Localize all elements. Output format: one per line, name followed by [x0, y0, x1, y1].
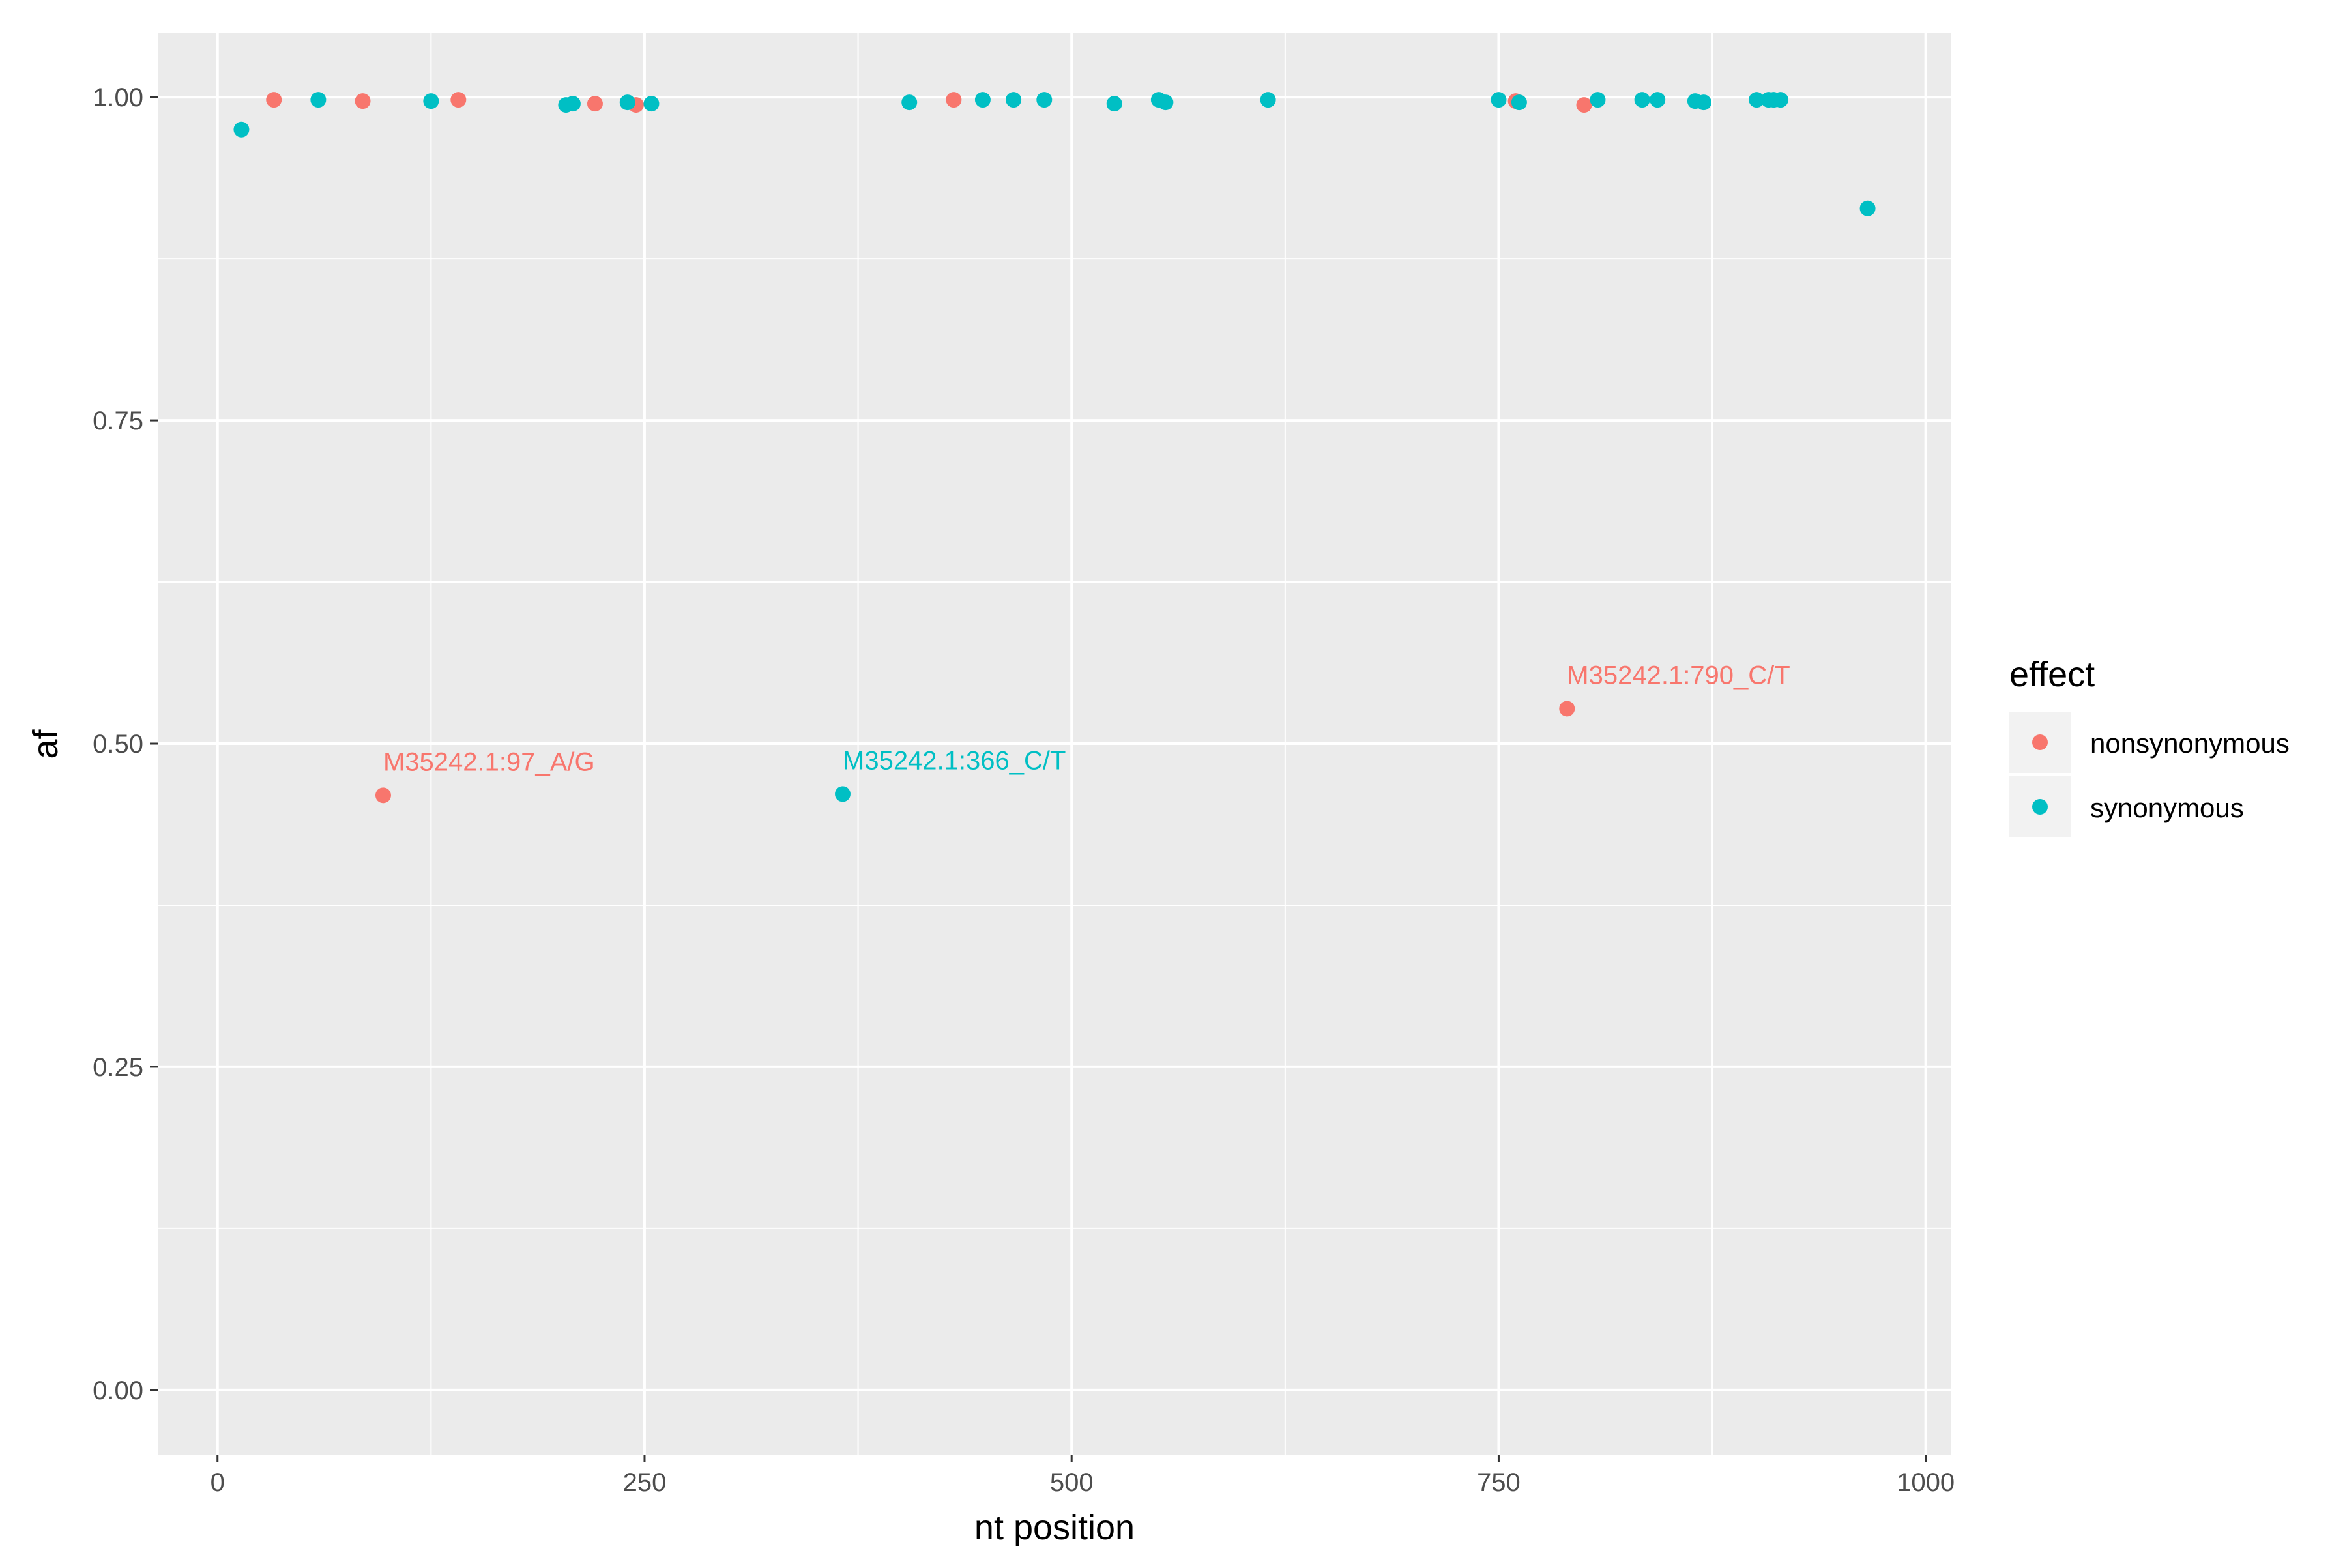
data-point-nonsynonymous — [450, 92, 467, 108]
data-point-nonsynonymous — [1559, 701, 1575, 717]
x-tick-label: 0 — [211, 1468, 225, 1497]
legend-key-nonsynonymous — [2032, 734, 2048, 750]
point-label: M35242.1:790_C/T — [1567, 661, 1790, 690]
data-point-synonymous — [1772, 92, 1788, 108]
data-point-synonymous — [564, 96, 581, 112]
data-point-synonymous — [423, 93, 439, 109]
data-point-synonymous — [1511, 94, 1527, 111]
data-point-synonymous — [974, 92, 991, 108]
y-tick-label: 1.00 — [93, 83, 143, 112]
y-axis-ticks: 0.00 0.25 0.50 0.75 1.00 — [93, 83, 158, 1405]
legend-key-synonymous — [2032, 799, 2048, 815]
data-point-synonymous — [310, 92, 327, 108]
x-axis-ticks: 0 250 500 750 1000 — [211, 1455, 1955, 1497]
data-points — [233, 92, 1876, 804]
legend-label-synonymous: synonymous — [2090, 792, 2244, 823]
y-tick-label: 0.50 — [93, 730, 143, 759]
legend: effect nonsynonymous synonymous — [2009, 655, 2290, 837]
data-point-synonymous — [1650, 92, 1666, 108]
data-point-synonymous — [643, 96, 660, 112]
data-point-nonsynonymous — [587, 96, 603, 112]
data-point-nonsynonymous — [1576, 97, 1592, 113]
data-point-synonymous — [1859, 200, 1876, 216]
data-point-synonymous — [1036, 92, 1053, 108]
y-tick-label: 0.00 — [93, 1376, 143, 1405]
y-axis-title: af — [26, 729, 65, 759]
data-point-synonymous — [1260, 92, 1276, 108]
x-tick-label: 750 — [1477, 1468, 1521, 1497]
data-point-synonymous — [901, 94, 918, 111]
data-point-synonymous — [835, 786, 851, 802]
point-label: M35242.1:97_A/G — [383, 748, 595, 776]
data-point-synonymous — [1749, 92, 1765, 108]
data-point-synonymous — [1006, 92, 1022, 108]
y-tick-label: 0.25 — [93, 1053, 143, 1082]
data-point-synonymous — [619, 94, 635, 111]
data-point-nonsynonymous — [375, 787, 391, 804]
x-tick-label: 1000 — [1897, 1468, 1955, 1497]
data-point-synonymous — [1590, 92, 1606, 108]
data-point-synonymous — [1158, 94, 1174, 111]
data-point-nonsynonymous — [266, 92, 282, 108]
data-point-synonymous — [1491, 92, 1507, 108]
legend-label-nonsynonymous: nonsynonymous — [2090, 728, 2290, 759]
x-tick-label: 250 — [623, 1468, 667, 1497]
data-point-synonymous — [1634, 92, 1650, 108]
x-tick-label: 500 — [1050, 1468, 1094, 1497]
data-point-synonymous — [1106, 96, 1122, 112]
data-point-synonymous — [1695, 94, 1711, 111]
x-axis-title: nt position — [974, 1508, 1135, 1547]
point-label: M35242.1:366_C/T — [843, 746, 1066, 775]
data-point-nonsynonymous — [946, 92, 962, 108]
y-tick-label: 0.75 — [93, 407, 143, 435]
point-annotations: M35242.1:97_A/G M35242.1:366_C/T M35242.1:… — [383, 661, 1790, 776]
legend-title: effect — [2009, 655, 2095, 694]
data-point-synonymous — [233, 121, 250, 138]
data-point-nonsynonymous — [355, 93, 371, 109]
